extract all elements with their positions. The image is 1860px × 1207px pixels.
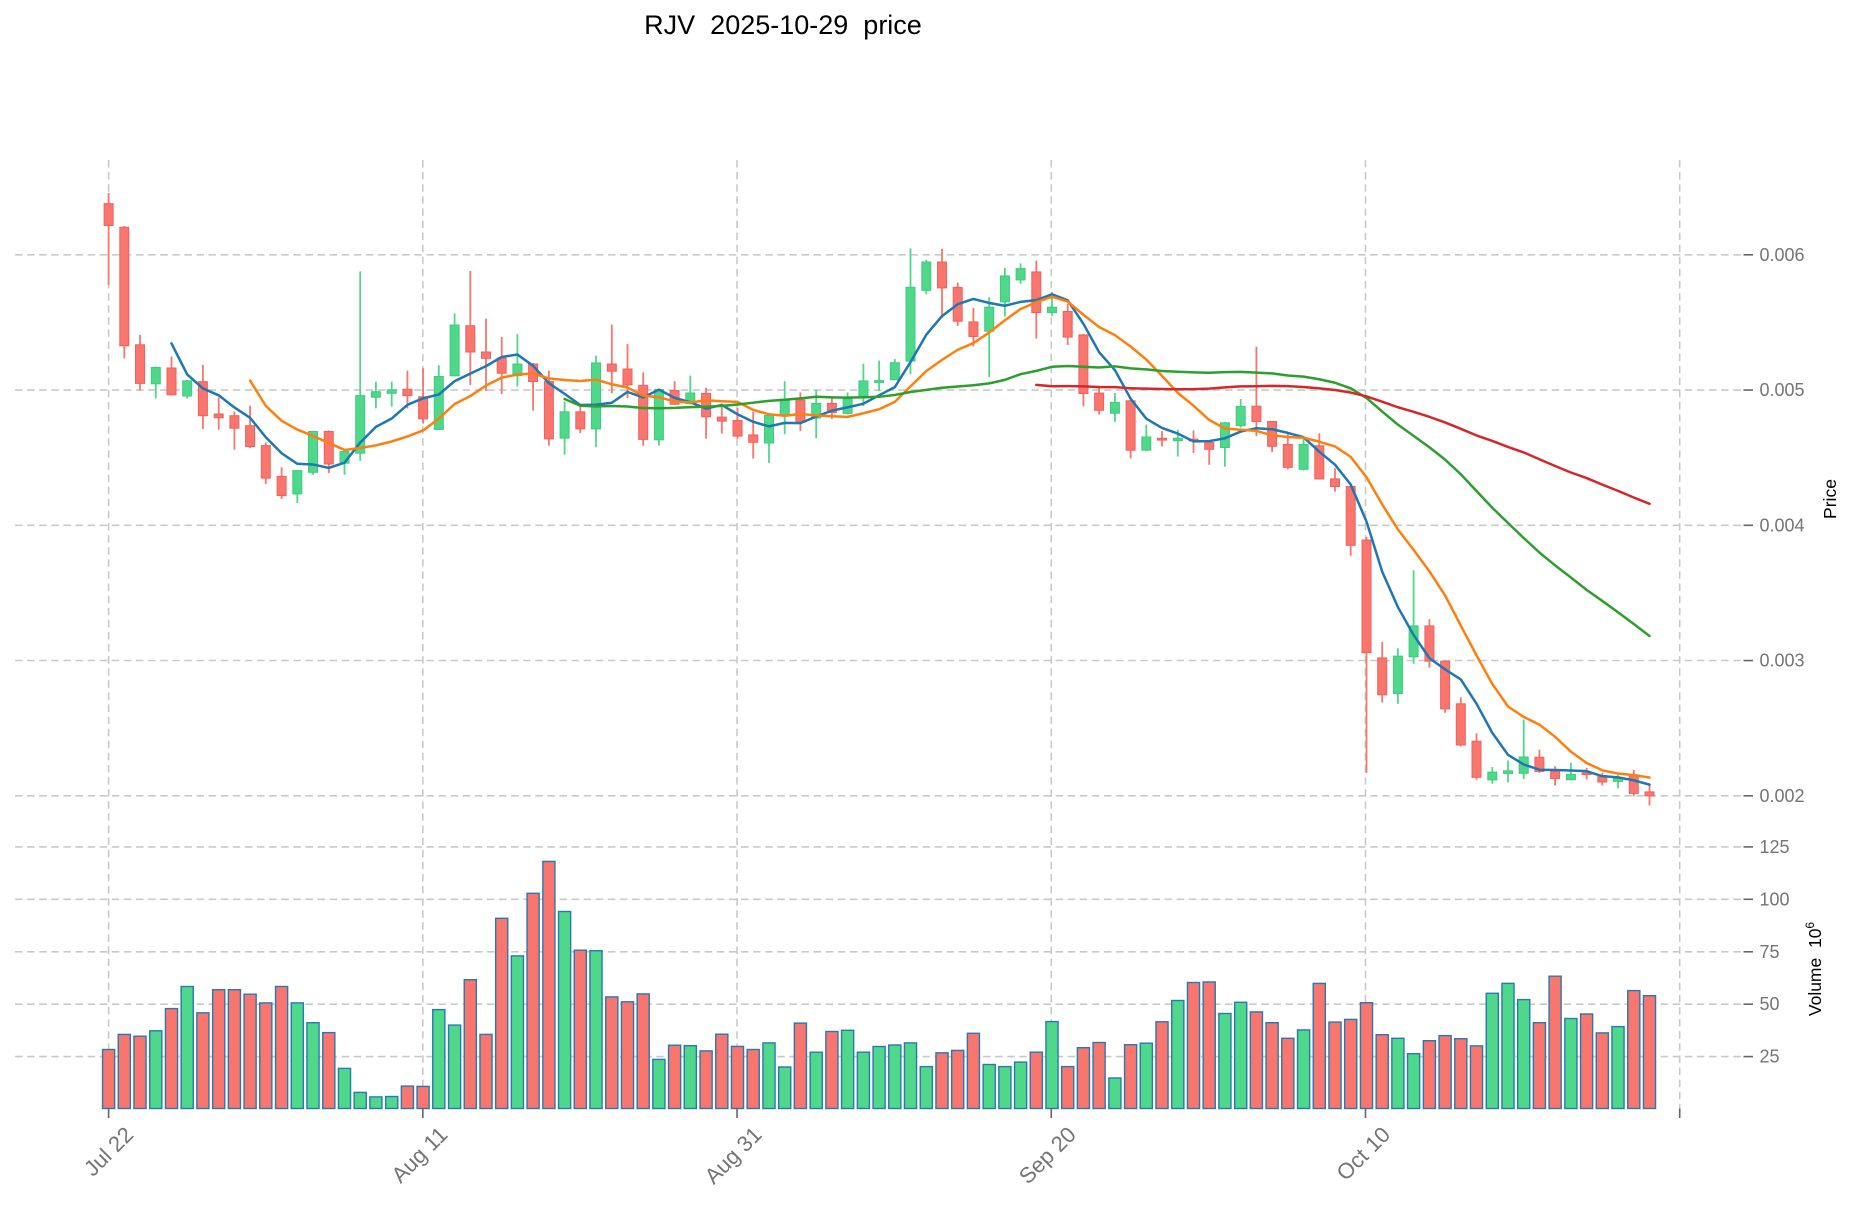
svg-text:50: 50 [1760,994,1780,1014]
svg-text:0.005: 0.005 [1760,380,1805,400]
svg-text:0.002: 0.002 [1760,786,1805,806]
svg-text:75: 75 [1760,942,1780,962]
svg-text:Volume 106: Volume 106 [1803,922,1825,1017]
svg-text:Price: Price [1820,479,1840,519]
svg-text:0.004: 0.004 [1760,515,1805,535]
svg-text:0.003: 0.003 [1760,651,1805,671]
svg-text:RJV 2025-10-29 price: RJV 2025-10-29 price [644,10,922,40]
svg-text:100: 100 [1760,889,1790,909]
svg-text:25: 25 [1760,1047,1780,1067]
svg-text:0.006: 0.006 [1760,245,1805,265]
svg-text:125: 125 [1760,837,1790,857]
